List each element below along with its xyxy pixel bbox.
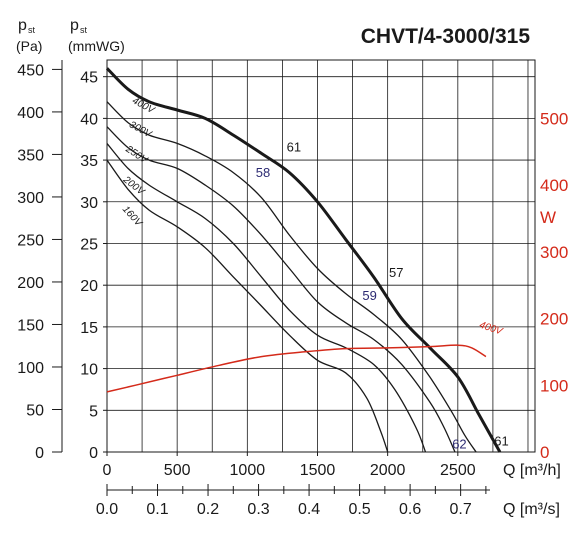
pa-tick-label: 200 [17, 275, 44, 292]
mmwg-axis-unit: (mmWG) [68, 38, 125, 54]
efficiency-annotation: 62 [452, 437, 466, 452]
pa-tick-label: 300 [17, 190, 44, 207]
m3s-tick-label: 0.6 [399, 501, 421, 518]
m3h-tick-label: 1000 [230, 462, 266, 479]
mmwg-tick-label: 20 [80, 278, 98, 295]
mmwg-tick-label: 30 [80, 195, 98, 212]
w-tick-label: 400 [540, 176, 568, 195]
mmwg-tick-label: 40 [80, 111, 98, 128]
mmwg-axis-label: p [70, 17, 79, 34]
m3s-tick-label: 0.5 [348, 501, 370, 518]
w-tick-label: 500 [540, 109, 568, 128]
mmwg-tick-label: 15 [80, 320, 98, 337]
m3s-tick-label: 0.1 [146, 501, 168, 518]
m3h-tick-label: 500 [164, 462, 191, 479]
pa-tick-label: 400 [17, 105, 44, 122]
mmwg-axis-label-sub: st [80, 25, 88, 35]
m3h-tick-label: 2500 [440, 462, 476, 479]
pa-axis-label: p [18, 17, 27, 34]
m3s-tick-label: 0.0 [96, 501, 118, 518]
mmwg-tick-label: 0 [89, 445, 98, 462]
curve-label-300v: 300V [127, 119, 154, 140]
m3s-tick-label: 0.7 [450, 501, 472, 518]
w-axis-label: W [540, 208, 556, 227]
pa-tick-label: 50 [26, 402, 44, 419]
plot-frame [106, 59, 536, 453]
w-tick-label: 0 [540, 443, 549, 462]
chart-title: CHVT/4-3000/315 [361, 25, 531, 48]
x-axis-label-m3h: Q [m³/h] [503, 462, 561, 479]
mmwg-tick-label: 45 [80, 70, 98, 87]
mmwg-tick-label: 5 [89, 403, 98, 420]
m3s-tick-label: 0.3 [247, 501, 269, 518]
pa-tick-label: 350 [17, 147, 44, 164]
pressure-curve-300v [106, 101, 477, 453]
power-curve-400v [106, 344, 487, 393]
pressure-curve-400v [105, 67, 502, 453]
w-tick-label: 200 [540, 310, 568, 329]
w-tick-label: 300 [540, 243, 568, 262]
mmwg-tick-label: 35 [80, 153, 98, 170]
mmwg-tick-label: 25 [80, 236, 98, 253]
m3h-tick-label: 0 [103, 462, 112, 479]
mmwg-tick-label: 10 [80, 362, 98, 379]
pa-tick-label: 100 [17, 360, 44, 377]
m3h-tick-label: 2000 [370, 462, 406, 479]
pressure-curves [105, 67, 502, 453]
m3s-tick-label: 0.4 [298, 501, 320, 518]
w-tick-label: 100 [540, 376, 568, 395]
efficiency-annotation: 61 [287, 140, 301, 155]
tick-labels: 0510152025303540450501001502002503003504… [17, 62, 568, 518]
efficiency-annotation: 57 [389, 265, 403, 280]
m3h-tick-label: 1500 [300, 462, 336, 479]
curve-label-160v: 160V [120, 204, 145, 230]
power-curve-group [106, 344, 487, 393]
pressure-curve-250v [106, 126, 456, 453]
m3s-tick-label: 0.2 [197, 501, 219, 518]
pa-tick-label: 250 [17, 232, 44, 249]
pa-axis-unit: (Pa) [16, 38, 42, 54]
efficiency-annotation: 59 [362, 288, 376, 303]
efficiency-annotation: 61 [494, 433, 508, 448]
pa-tick-label: 150 [17, 317, 44, 334]
curve-label-200v: 200V [120, 174, 147, 198]
pressure-curve-160v [106, 159, 389, 453]
curve-label-250v: 250V [123, 143, 151, 166]
pa-tick-label: 450 [17, 62, 44, 79]
power-curve-label: 400V [478, 320, 505, 338]
pa-tick-label: 0 [35, 445, 44, 462]
efficiency-annotation: 58 [256, 165, 270, 180]
x-axis-label-m3s: Q [m³/s] [503, 501, 560, 518]
pressure-curve-200v [106, 142, 427, 453]
pa-axis-label-sub: st [28, 25, 36, 35]
